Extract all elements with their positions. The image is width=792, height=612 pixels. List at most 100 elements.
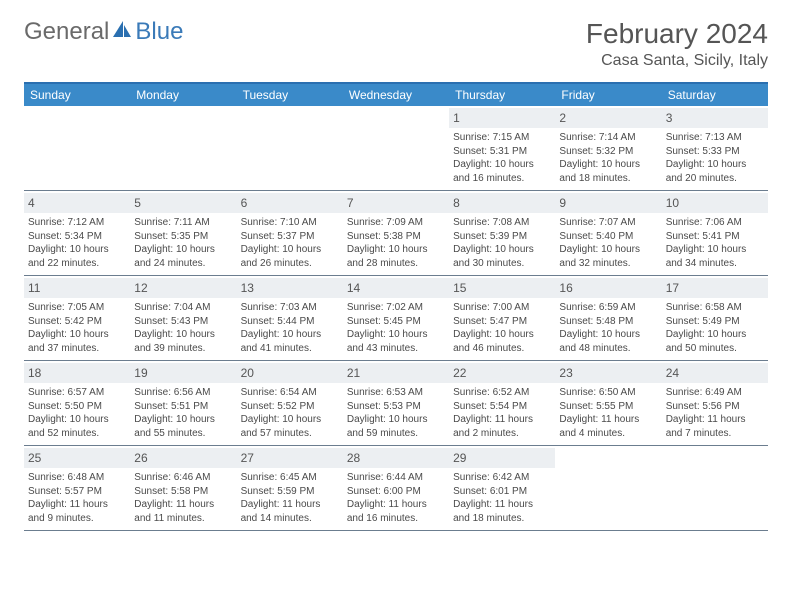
dow-thursday: Thursday <box>449 84 555 106</box>
week-row: 18Sunrise: 6:57 AMSunset: 5:50 PMDayligh… <box>24 361 768 446</box>
sunrise-text: Sunrise: 7:06 AM <box>666 216 764 230</box>
sunrise-text: Sunrise: 6:54 AM <box>241 386 339 400</box>
day-cell <box>24 106 130 190</box>
day-cell: 17Sunrise: 6:58 AMSunset: 5:49 PMDayligh… <box>662 276 768 360</box>
day-cell: 16Sunrise: 6:59 AMSunset: 5:48 PMDayligh… <box>555 276 661 360</box>
day-number <box>662 448 768 468</box>
sunset-text: Sunset: 5:40 PM <box>559 230 657 244</box>
sunrise-text: Sunrise: 7:13 AM <box>666 131 764 145</box>
day-number: 26 <box>130 448 236 468</box>
day-number: 5 <box>130 193 236 213</box>
day-cell: 12Sunrise: 7:04 AMSunset: 5:43 PMDayligh… <box>130 276 236 360</box>
day-cell: 19Sunrise: 6:56 AMSunset: 5:51 PMDayligh… <box>130 361 236 445</box>
dow-friday: Friday <box>555 84 661 106</box>
sunset-text: Sunset: 5:53 PM <box>347 400 445 414</box>
daylight-text: Daylight: 10 hours and 18 minutes. <box>559 158 657 185</box>
sunset-text: Sunset: 5:31 PM <box>453 145 551 159</box>
day-cell: 28Sunrise: 6:44 AMSunset: 6:00 PMDayligh… <box>343 446 449 530</box>
day-number: 22 <box>449 363 555 383</box>
logo-text-blue: Blue <box>135 18 183 46</box>
sunrise-text: Sunrise: 6:58 AM <box>666 301 764 315</box>
sunrise-text: Sunrise: 6:45 AM <box>241 471 339 485</box>
sunset-text: Sunset: 6:00 PM <box>347 485 445 499</box>
sunset-text: Sunset: 5:58 PM <box>134 485 232 499</box>
day-number <box>24 108 130 128</box>
day-number: 13 <box>237 278 343 298</box>
day-cell: 15Sunrise: 7:00 AMSunset: 5:47 PMDayligh… <box>449 276 555 360</box>
day-cell: 26 Sunrise: 6:46 AMSunset: 5:58 PMDayligh… <box>130 446 236 530</box>
daylight-text: Daylight: 10 hours and 39 minutes. <box>134 328 232 355</box>
logo-sail-icon <box>111 18 133 46</box>
sunset-text: Sunset: 5:38 PM <box>347 230 445 244</box>
daylight-text: Daylight: 10 hours and 34 minutes. <box>666 243 764 270</box>
sunset-text: Sunset: 5:34 PM <box>28 230 126 244</box>
daylight-text: Daylight: 10 hours and 28 minutes. <box>347 243 445 270</box>
daylight-text: Daylight: 11 hours and 11 minutes. <box>134 498 232 525</box>
sunset-text: Sunset: 5:32 PM <box>559 145 657 159</box>
daylight-text: Daylight: 11 hours and 9 minutes. <box>28 498 126 525</box>
sunrise-text: Sunrise: 7:14 AM <box>559 131 657 145</box>
day-number <box>555 448 661 468</box>
day-number: 17 <box>662 278 768 298</box>
day-number: 3 <box>662 108 768 128</box>
day-number: 10 <box>662 193 768 213</box>
sunrise-text: Sunrise: 7:10 AM <box>241 216 339 230</box>
sunrise-text: Sunrise: 6:53 AM <box>347 386 445 400</box>
sunrise-text: Sunrise: 6:46 AM <box>134 471 232 485</box>
daylight-text: Daylight: 10 hours and 24 minutes. <box>134 243 232 270</box>
day-cell: 6Sunrise: 7:10 AMSunset: 5:37 PMDaylight… <box>237 191 343 275</box>
sunrise-text: Sunrise: 6:59 AM <box>559 301 657 315</box>
week-row: 1Sunrise: 7:15 AMSunset: 5:31 PMDaylight… <box>24 106 768 191</box>
sunset-text: Sunset: 5:42 PM <box>28 315 126 329</box>
day-cell: 27Sunrise: 6:45 AMSunset: 5:59 PMDayligh… <box>237 446 343 530</box>
day-cell: 13Sunrise: 7:03 AMSunset: 5:44 PMDayligh… <box>237 276 343 360</box>
day-cell: 2Sunrise: 7:14 AMSunset: 5:32 PMDaylight… <box>555 106 661 190</box>
daylight-text: Daylight: 10 hours and 16 minutes. <box>453 158 551 185</box>
day-number: 9 <box>555 193 661 213</box>
sunrise-text: Sunrise: 7:11 AM <box>134 216 232 230</box>
daylight-text: Daylight: 11 hours and 7 minutes. <box>666 413 764 440</box>
daylight-text: Daylight: 10 hours and 30 minutes. <box>453 243 551 270</box>
day-number: 21 <box>343 363 449 383</box>
sunrise-text: Sunrise: 6:49 AM <box>666 386 764 400</box>
daylight-text: Daylight: 11 hours and 14 minutes. <box>241 498 339 525</box>
sunrise-text: Sunrise: 6:57 AM <box>28 386 126 400</box>
daylight-text: Daylight: 11 hours and 16 minutes. <box>347 498 445 525</box>
day-number: 6 <box>237 193 343 213</box>
title-block: February 2024 Casa Santa, Sicily, Italy <box>586 18 768 70</box>
week-row: 11Sunrise: 7:05 AMSunset: 5:42 PMDayligh… <box>24 276 768 361</box>
daylight-text: Daylight: 11 hours and 4 minutes. <box>559 413 657 440</box>
sunset-text: Sunset: 5:54 PM <box>453 400 551 414</box>
sunset-text: Sunset: 5:56 PM <box>666 400 764 414</box>
sunset-text: Sunset: 5:37 PM <box>241 230 339 244</box>
sunrise-text: Sunrise: 6:42 AM <box>453 471 551 485</box>
logo-text-general: General <box>24 18 109 46</box>
daylight-text: Daylight: 10 hours and 37 minutes. <box>28 328 126 355</box>
day-cell: 1Sunrise: 7:15 AMSunset: 5:31 PMDaylight… <box>449 106 555 190</box>
day-cell: 7Sunrise: 7:09 AMSunset: 5:38 PMDaylight… <box>343 191 449 275</box>
daylight-text: Daylight: 10 hours and 55 minutes. <box>134 413 232 440</box>
sunset-text: Sunset: 5:47 PM <box>453 315 551 329</box>
sunset-text: Sunset: 5:43 PM <box>134 315 232 329</box>
weeks-container: 1Sunrise: 7:15 AMSunset: 5:31 PMDaylight… <box>24 106 768 531</box>
sunrise-text: Sunrise: 7:08 AM <box>453 216 551 230</box>
day-number: 16 <box>555 278 661 298</box>
sunset-text: Sunset: 5:41 PM <box>666 230 764 244</box>
sunset-text: Sunset: 5:57 PM <box>28 485 126 499</box>
day-number: 24 <box>662 363 768 383</box>
day-cell: 20Sunrise: 6:54 AMSunset: 5:52 PMDayligh… <box>237 361 343 445</box>
sunrise-text: Sunrise: 7:02 AM <box>347 301 445 315</box>
sunrise-text: Sunrise: 6:44 AM <box>347 471 445 485</box>
sunset-text: Sunset: 5:44 PM <box>241 315 339 329</box>
daylight-text: Daylight: 10 hours and 20 minutes. <box>666 158 764 185</box>
day-cell: 4Sunrise: 7:12 AMSunset: 5:34 PMDaylight… <box>24 191 130 275</box>
day-number: 25 <box>24 448 130 468</box>
day-cell: 11Sunrise: 7:05 AMSunset: 5:42 PMDayligh… <box>24 276 130 360</box>
day-cell: 8Sunrise: 7:08 AMSunset: 5:39 PMDaylight… <box>449 191 555 275</box>
day-cell: 23Sunrise: 6:50 AMSunset: 5:55 PMDayligh… <box>555 361 661 445</box>
day-number: 1 <box>449 108 555 128</box>
day-number: 14 <box>343 278 449 298</box>
sunset-text: Sunset: 5:49 PM <box>666 315 764 329</box>
day-number: 19 <box>130 363 236 383</box>
header: General Blue February 2024 Casa Santa, S… <box>0 0 792 78</box>
